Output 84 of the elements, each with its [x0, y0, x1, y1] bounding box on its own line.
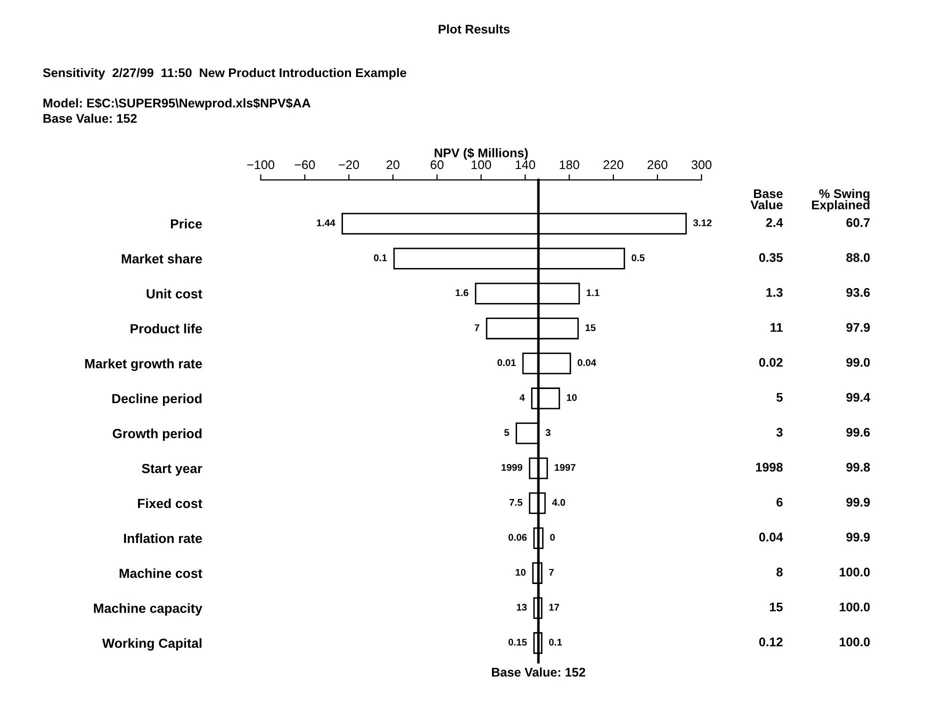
text: 0.04: [759, 532, 783, 542]
text: 99.4: [846, 392, 870, 402]
annotation: 7: [549, 568, 554, 576]
chart-subtitle: Sensitivity 2/27/99 11:50 New Product Introduction Example: [43, 68, 406, 80]
text: 99.6: [846, 428, 870, 437]
y-tick-label: Working Capital: [102, 638, 202, 651]
x-tick-label: 180: [560, 160, 580, 170]
annotation: 13: [516, 604, 527, 611]
annotation: 1999: [502, 464, 522, 471]
x-tick-label: 60: [430, 160, 444, 170]
x-axis-title: NPV ($ Millions): [434, 148, 528, 160]
text: 1998: [756, 462, 783, 472]
annotation: 0.1: [374, 254, 387, 262]
text: 0.35: [759, 253, 783, 262]
x-tick-label: 300: [692, 160, 712, 170]
text: 1.3: [766, 288, 783, 297]
x-tick-label: 20: [386, 160, 400, 170]
text: 99.0: [846, 358, 870, 367]
annotation: 0.04: [578, 359, 596, 366]
y-tick-label: Product life: [130, 324, 202, 334]
text: 0.12: [759, 638, 783, 646]
text: 99.9: [846, 498, 870, 507]
text: 99.9: [846, 532, 870, 542]
text: Base Value: [750, 189, 783, 210]
x-tick-label: 220: [604, 160, 624, 170]
text: 0.02: [759, 358, 783, 367]
annotation: 1.44: [317, 219, 336, 226]
text: 100.0: [840, 638, 870, 646]
annotation: 1.6: [456, 289, 468, 296]
annotation: 0.5: [632, 254, 645, 262]
text: 97.9: [846, 322, 870, 332]
text: 88.0: [846, 253, 870, 262]
text: 99.8: [846, 462, 870, 472]
annotation: 15: [586, 324, 596, 332]
text: 11: [770, 323, 783, 332]
y-tick-label: Machine capacity: [94, 603, 202, 616]
annotation: 0.15: [508, 638, 527, 646]
text: 6: [776, 498, 783, 507]
annotation: 0: [550, 534, 555, 541]
text: 93.6: [846, 288, 870, 297]
y-tick-label: Decline period: [112, 394, 202, 406]
text: 60.7: [846, 218, 870, 228]
text: Base Value: 152: [43, 114, 137, 123]
text: Model: E$C:\SUPER95\Newprod.xls$NPV$AA: [43, 98, 310, 110]
y-tick-label: Growth period: [112, 428, 202, 441]
y-tick-label: Market growth rate: [85, 358, 202, 372]
y-tick-label: Price: [170, 218, 202, 229]
text: 8: [776, 568, 783, 576]
ref-line-label: Base Value: 152: [492, 667, 586, 677]
x-tick-label: 140: [516, 160, 536, 170]
y-tick-label: Start year: [142, 464, 202, 476]
text: 100.0: [840, 602, 870, 612]
text: 15: [770, 602, 783, 612]
annotation: 10: [566, 394, 577, 401]
annotation: 17: [549, 604, 560, 611]
annotation: 5: [504, 429, 510, 436]
annotation: 4.0: [552, 498, 566, 506]
y-tick-label: Unit cost: [146, 288, 202, 298]
x-tick-label: −20: [338, 160, 359, 170]
text: % Swing Explained: [812, 188, 870, 212]
y-tick-label: Fixed cost: [138, 498, 202, 508]
text: 2.4: [766, 218, 783, 227]
annotation: 1.1: [586, 289, 600, 296]
annotation: 0.01: [498, 359, 516, 366]
annotation: 10: [516, 568, 526, 576]
text: 3: [776, 428, 783, 437]
annotation: 0.06: [508, 534, 527, 541]
y-tick-label: Market share: [122, 254, 202, 264]
annotation: 7: [474, 324, 480, 332]
x-tick-label: 100: [472, 160, 492, 170]
annotation: 4: [520, 394, 525, 401]
annotation: 3.12: [693, 219, 712, 226]
annotation: 1997: [554, 464, 576, 471]
x-tick-label: −60: [294, 160, 315, 170]
x-tick-label: 260: [648, 160, 668, 170]
annotation: 3: [546, 429, 550, 436]
y-tick-label: Machine cost: [120, 568, 202, 578]
text: 5: [776, 393, 783, 402]
text: 100.0: [840, 568, 870, 576]
y-tick-label: Inflation rate: [124, 533, 202, 544]
x-tick-label: −100: [247, 160, 274, 170]
annotation: 7.5: [510, 499, 522, 506]
annotation: 0.1: [549, 638, 562, 646]
chart-title: Plot Results: [438, 24, 510, 34]
